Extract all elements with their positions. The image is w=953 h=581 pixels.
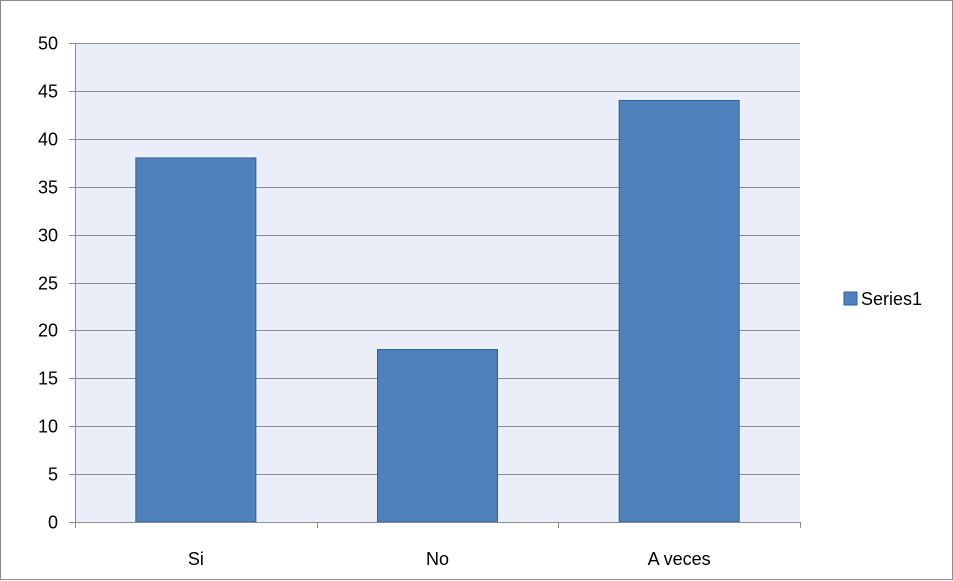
y-tick-label: 45 bbox=[38, 82, 58, 102]
x-tick-label: Si bbox=[188, 549, 204, 569]
y-tick-label: 20 bbox=[38, 321, 58, 341]
bars bbox=[135, 99, 740, 523]
y-tick-label: 25 bbox=[38, 274, 58, 294]
x-tick-labels: Si No A veces bbox=[188, 549, 711, 569]
legend-swatch-series1 bbox=[843, 291, 858, 306]
y-tick-label: 0 bbox=[48, 513, 58, 533]
y-tick-label: 5 bbox=[48, 465, 58, 485]
y-tick-labels: 0 5 10 15 20 25 30 35 40 45 50 bbox=[38, 34, 58, 533]
x-tick-label: No bbox=[426, 549, 449, 569]
y-tick-label: 15 bbox=[38, 369, 58, 389]
y-tick-label: 10 bbox=[38, 417, 58, 437]
legend: Series1 bbox=[843, 289, 922, 309]
y-tick-label: 40 bbox=[38, 130, 58, 150]
bar-a-veces bbox=[618, 99, 740, 523]
y-tick-label: 30 bbox=[38, 226, 58, 246]
bar-si bbox=[135, 157, 257, 523]
legend-label-series1: Series1 bbox=[861, 289, 922, 309]
x-tick-label: A veces bbox=[648, 549, 711, 569]
y-tick-label: 35 bbox=[38, 178, 58, 198]
axes bbox=[75, 43, 801, 528]
y-tick-label: 50 bbox=[38, 34, 58, 54]
bar-no bbox=[377, 349, 498, 523]
